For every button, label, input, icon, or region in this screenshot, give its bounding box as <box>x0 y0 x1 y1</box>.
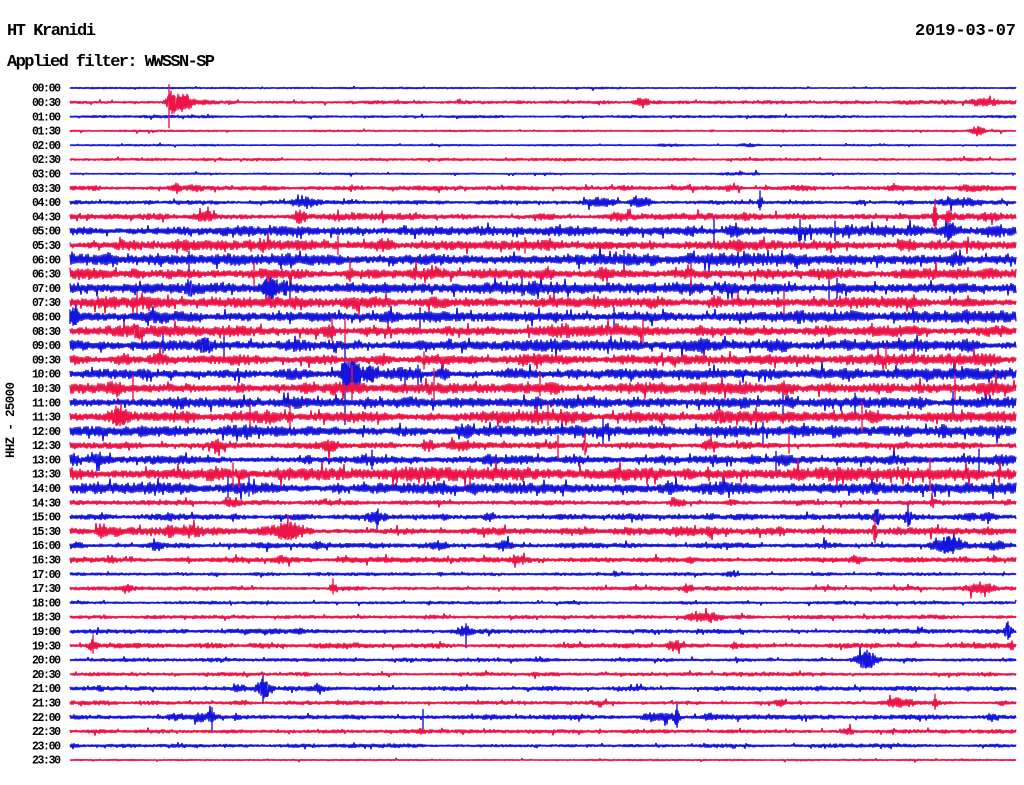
svg-text:18:30: 18:30 <box>32 612 61 625</box>
svg-text:08:30: 08:30 <box>32 326 61 339</box>
svg-text:21:00: 21:00 <box>32 683 61 696</box>
svg-text:HT Kranidi: HT Kranidi <box>7 22 96 41</box>
svg-text:12:00: 12:00 <box>32 426 61 439</box>
svg-text:10:30: 10:30 <box>32 383 61 396</box>
svg-text:01:00: 01:00 <box>32 111 61 124</box>
svg-text:2019-03-07: 2019-03-07 <box>915 22 1016 41</box>
svg-text:08:00: 08:00 <box>32 312 61 325</box>
svg-text:09:00: 09:00 <box>32 340 61 353</box>
svg-text:04:30: 04:30 <box>32 211 61 224</box>
svg-text:19:00: 19:00 <box>32 626 61 639</box>
svg-text:15:00: 15:00 <box>32 512 61 525</box>
svg-text:13:30: 13:30 <box>32 469 61 482</box>
svg-text:16:00: 16:00 <box>32 540 61 553</box>
svg-text:09:30: 09:30 <box>32 354 61 367</box>
svg-text:22:00: 22:00 <box>32 712 61 725</box>
svg-text:01:30: 01:30 <box>32 126 61 139</box>
svg-text:22:30: 22:30 <box>32 726 61 739</box>
svg-text:05:00: 05:00 <box>32 226 61 239</box>
svg-text:20:30: 20:30 <box>32 669 61 682</box>
svg-text:02:00: 02:00 <box>32 140 61 153</box>
svg-text:23:30: 23:30 <box>32 755 61 768</box>
svg-text:07:00: 07:00 <box>32 283 61 296</box>
svg-text:13:00: 13:00 <box>32 454 61 467</box>
svg-text:17:30: 17:30 <box>32 583 61 596</box>
svg-text:23:00: 23:00 <box>32 740 61 753</box>
svg-text:03:30: 03:30 <box>32 183 61 196</box>
svg-text:12:30: 12:30 <box>32 440 61 453</box>
svg-text:20:00: 20:00 <box>32 655 61 668</box>
svg-text:02:30: 02:30 <box>32 154 61 167</box>
svg-text:04:00: 04:00 <box>32 197 61 210</box>
svg-text:10:00: 10:00 <box>32 369 61 382</box>
svg-text:07:30: 07:30 <box>32 297 61 310</box>
svg-text:19:30: 19:30 <box>32 640 61 653</box>
svg-text:00:30: 00:30 <box>32 97 61 110</box>
svg-text:16:30: 16:30 <box>32 555 61 568</box>
svg-text:03:00: 03:00 <box>32 169 61 182</box>
svg-text:14:30: 14:30 <box>32 497 61 510</box>
svg-text:00:00: 00:00 <box>32 83 61 96</box>
svg-text:06:00: 06:00 <box>32 254 61 267</box>
svg-text:06:30: 06:30 <box>32 269 61 282</box>
svg-text:05:30: 05:30 <box>32 240 61 253</box>
svg-text:17:00: 17:00 <box>32 569 61 582</box>
svg-text:14:00: 14:00 <box>32 483 61 496</box>
svg-text:11:00: 11:00 <box>32 397 61 410</box>
svg-text:Applied filter: WWSSN-SP: Applied filter: WWSSN-SP <box>7 53 215 72</box>
svg-text:21:30: 21:30 <box>32 698 61 711</box>
svg-text:18:00: 18:00 <box>32 597 61 610</box>
svg-text:HHZ - 25000: HHZ - 25000 <box>4 382 18 458</box>
svg-text:15:30: 15:30 <box>32 526 61 539</box>
svg-text:11:30: 11:30 <box>32 412 61 425</box>
